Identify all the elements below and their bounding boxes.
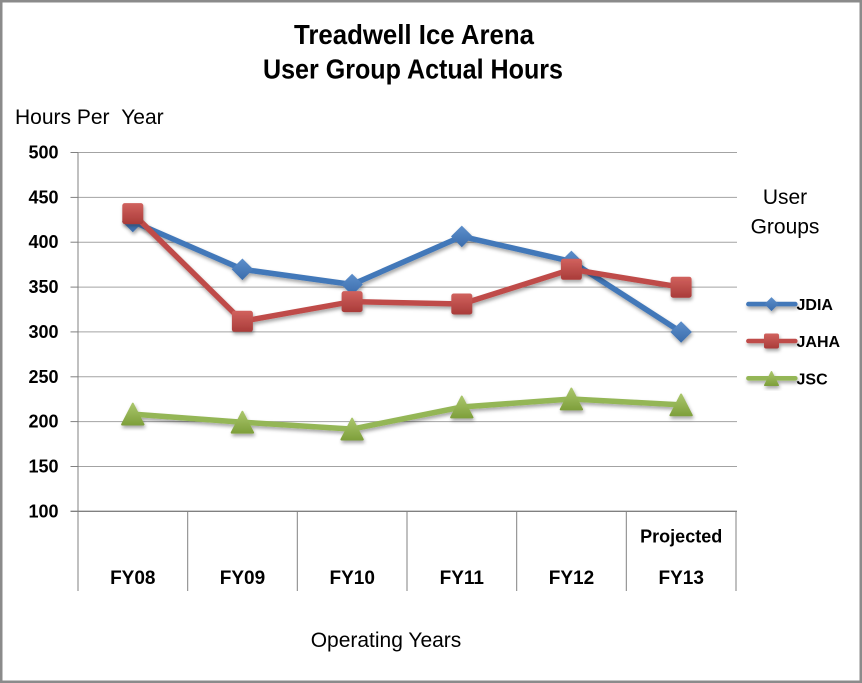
svg-text:FY09: FY09 xyxy=(220,568,265,589)
svg-text:JAHA: JAHA xyxy=(797,334,841,351)
svg-text:User: User xyxy=(763,186,807,209)
svg-text:200: 200 xyxy=(28,412,58,432)
svg-text:JSC: JSC xyxy=(797,371,829,388)
svg-text:Hours Per Year: Hours Per Year xyxy=(15,106,164,129)
svg-text:300: 300 xyxy=(28,322,58,342)
svg-text:450: 450 xyxy=(28,187,58,207)
svg-text:FY12: FY12 xyxy=(549,568,594,589)
svg-text:500: 500 xyxy=(28,143,58,163)
svg-text:100: 100 xyxy=(28,501,58,521)
svg-text:350: 350 xyxy=(28,277,58,297)
svg-text:FY10: FY10 xyxy=(329,568,374,589)
svg-text:FY13: FY13 xyxy=(658,568,703,589)
svg-text:User Group Actual Hours: User Group Actual Hours xyxy=(263,54,563,85)
svg-text:Treadwell Ice Arena: Treadwell Ice Arena xyxy=(294,19,534,50)
svg-text:FY11: FY11 xyxy=(440,568,485,589)
svg-text:Operating Years: Operating Years xyxy=(311,629,462,652)
svg-text:Groups: Groups xyxy=(751,216,820,239)
svg-text:Projected: Projected xyxy=(640,527,722,547)
svg-text:JDIA: JDIA xyxy=(797,297,834,314)
svg-text:150: 150 xyxy=(28,457,58,477)
svg-text:400: 400 xyxy=(28,232,58,252)
svg-text:250: 250 xyxy=(28,367,58,387)
svg-text:FY08: FY08 xyxy=(110,568,155,589)
